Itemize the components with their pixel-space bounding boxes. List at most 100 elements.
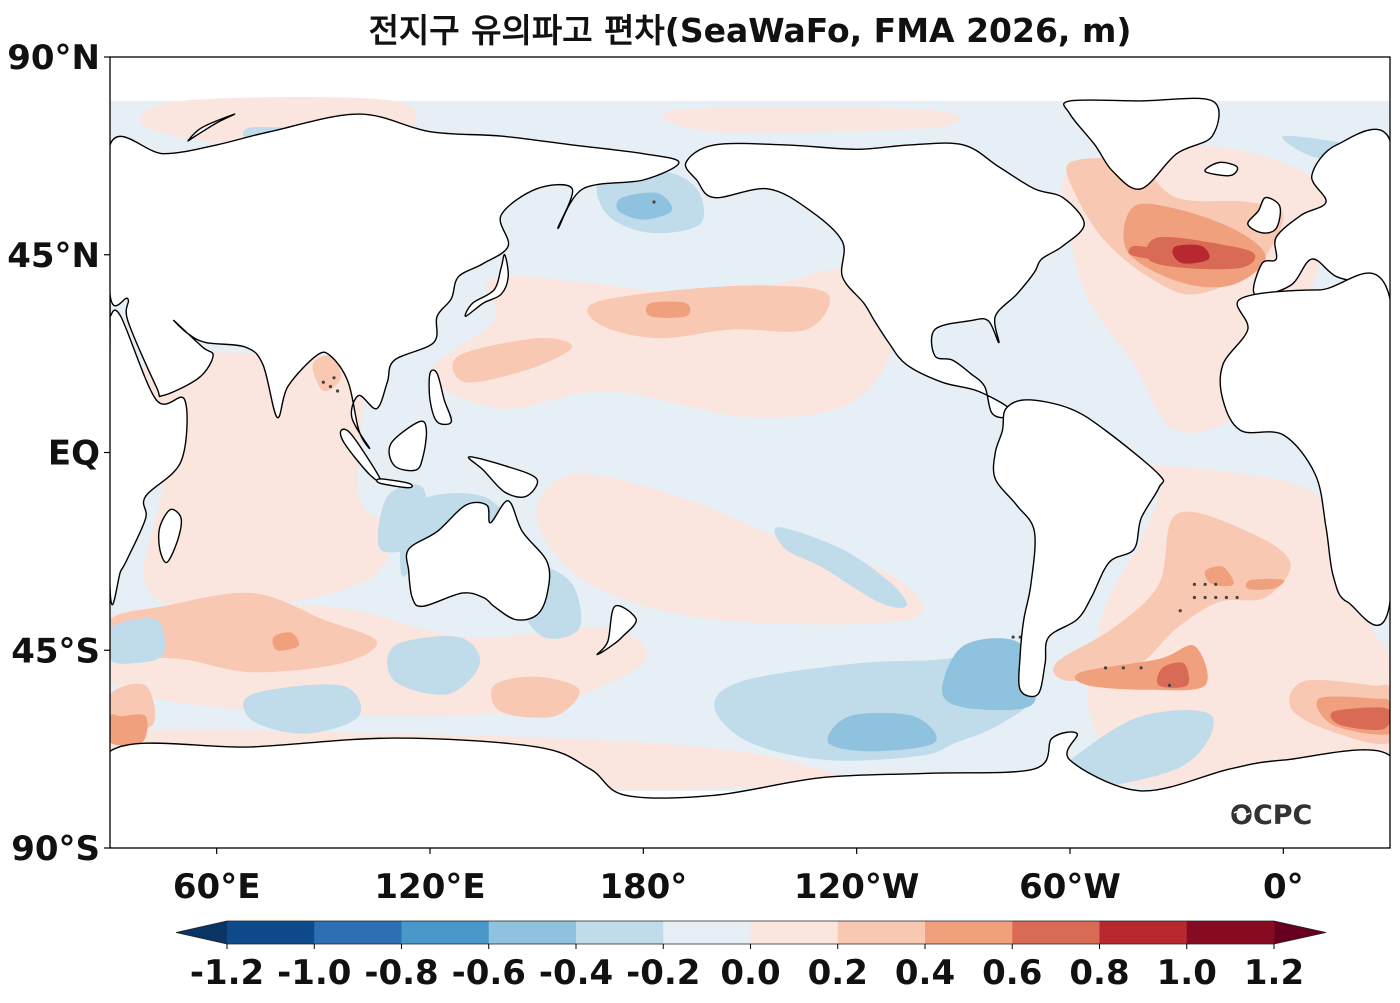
contour-region-positive: [1157, 662, 1190, 688]
colorbar-tick-label: -0.2: [626, 953, 700, 993]
significance-dot: [332, 376, 336, 380]
greenland: [1062, 97, 1220, 190]
contour-region-negative: [616, 192, 673, 220]
x-tick-label: 60°W: [1019, 867, 1121, 907]
colorbar-segment: [227, 921, 315, 944]
significance-dot: [1203, 595, 1207, 600]
y-tick-label: 45°N: [7, 236, 100, 276]
ocpc-logo: OCPC: [1230, 800, 1312, 831]
new-zealand: [596, 604, 637, 656]
y-tick-label: EQ: [48, 434, 100, 474]
x-tick-label: 180°: [599, 867, 687, 907]
colorbar-segment: [488, 921, 577, 944]
madagascar: [157, 508, 183, 564]
colorbar-tick-label: -1.2: [190, 953, 264, 993]
colorbar-segment: [925, 921, 1013, 944]
contour-region-positive: [272, 632, 299, 651]
x-tick-label: 120°W: [794, 867, 919, 907]
british-isles: [1247, 196, 1282, 234]
contour-region-positive: [490, 676, 580, 718]
colorbar-tick-label: -0.8: [364, 953, 438, 993]
contour-region-positive: [1172, 244, 1210, 264]
significance-dot: [1203, 582, 1207, 586]
colorbar-segment: [1186, 921, 1275, 944]
logo-text: OCPC: [1230, 800, 1312, 831]
contour-region-negative: [827, 712, 937, 752]
significance-dot: [321, 380, 325, 384]
contour-region-positive: [1204, 566, 1234, 587]
colorbar-segment: [314, 921, 402, 944]
chart-title: 전지구 유의파고 편차(SeaWaFo, FMA 2026, m): [369, 11, 1132, 50]
significance-dot: [1192, 582, 1197, 586]
colorbar-segment: [663, 921, 751, 944]
japan: [464, 253, 509, 317]
eurasia-landmass: [110, 113, 680, 450]
colorbar-segment: [1099, 921, 1188, 944]
contour-region-positive: [452, 337, 573, 383]
significance-dot: [1103, 666, 1108, 670]
colorbar: -1.2 -1.0 -0.8 -0.6 -0.4 -0.2 0.0 0.2 0.4 0.6 0.8 1…: [175, 920, 1327, 993]
x-axis: 60°E 120°E 180° 120°W 60°W 0°: [173, 848, 1304, 907]
significance-dot: [1121, 666, 1125, 670]
significance-dot: [1178, 609, 1182, 613]
colorbar-tick-label: 0.0: [720, 953, 780, 993]
y-axis: 90°N 45°N EQ 45°S 90°S: [7, 38, 110, 869]
contour-region-negative: [774, 527, 907, 608]
significance-dot: [1214, 595, 1218, 600]
colorbar-tick-label: 0.4: [895, 953, 955, 993]
colorbar-segment: [401, 921, 490, 944]
contour-region-positive: [312, 355, 342, 392]
colorbar-segment: [1012, 921, 1100, 944]
colorbar-extend-min: [176, 921, 227, 944]
colorbar-tick-label: -0.6: [452, 953, 526, 993]
colorbar-tick-label: -0.4: [539, 953, 613, 993]
colorbar-segment: [576, 921, 664, 944]
land-masses: [110, 97, 1390, 848]
contour-region-negative: [387, 636, 481, 695]
significance-dot: [1011, 635, 1015, 639]
borneo: [388, 420, 428, 472]
new-guinea: [467, 456, 539, 498]
antarctica: [110, 731, 1390, 848]
significance-dot: [1139, 666, 1143, 670]
significance-dot: [1192, 595, 1197, 600]
significance-dot: [328, 384, 333, 389]
north-america-landmass: [684, 142, 1085, 419]
java: [376, 478, 413, 489]
australia-landmass: [405, 500, 551, 621]
contour-region-positive: [645, 301, 691, 318]
contour-region-negative: [110, 618, 166, 664]
map-area: [110, 57, 1390, 848]
europe-landmass: [1252, 128, 1390, 305]
iceland: [1204, 161, 1239, 177]
significance-dot: [1235, 595, 1239, 600]
anomaly-field: [110, 97, 1390, 796]
colorbar-tick-label: 0.2: [808, 953, 868, 993]
significance-dot: [1167, 683, 1172, 688]
significance-dot: [1214, 582, 1218, 586]
wave-icon: [1233, 810, 1251, 816]
colorbar-tick-label: -1.0: [277, 953, 351, 993]
contour-region-positive: [662, 107, 961, 133]
contour-region-positive: [587, 285, 831, 339]
philippines: [428, 369, 453, 426]
y-tick-label: 90°S: [11, 829, 100, 869]
colorbar-tick-label: 1.2: [1244, 953, 1304, 993]
novaya-zemlya: [187, 113, 236, 142]
colorbar-tick-label: 0.8: [1069, 953, 1129, 993]
colorbar-segment: [837, 921, 926, 944]
contour-region-positive: [536, 473, 924, 625]
contour-region-positive: [1330, 707, 1390, 731]
contour-region-positive: [1128, 245, 1163, 260]
significance-dot: [335, 389, 340, 393]
colorbar-segment: [750, 921, 839, 944]
contour-region-positive: [1245, 578, 1285, 590]
contour-region-negative: [942, 638, 1037, 711]
contour-region-positive: [139, 352, 395, 611]
contour-region-negative: [243, 684, 362, 734]
contour-region-positive: [110, 714, 148, 746]
africa-landmass: [110, 295, 188, 606]
south-america-landmass: [992, 399, 1165, 698]
y-tick-label: 90°N: [7, 38, 100, 78]
